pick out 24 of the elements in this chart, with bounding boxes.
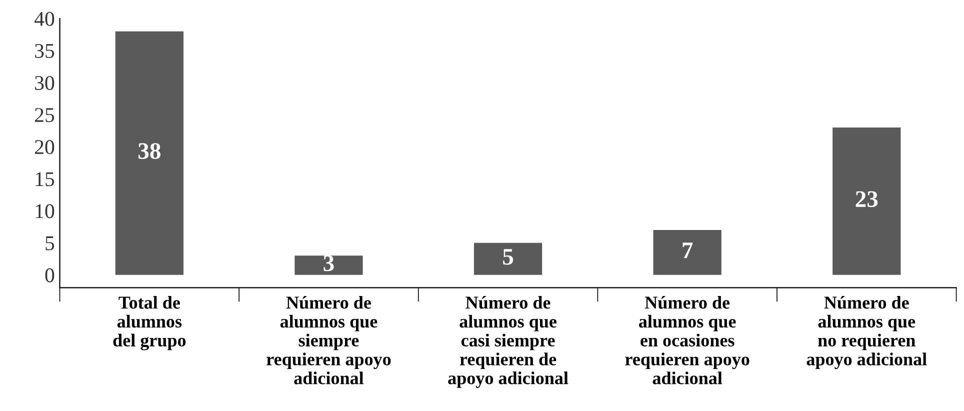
y-tick-label: 20 bbox=[34, 140, 54, 154]
y-tick-label: 10 bbox=[36, 204, 54, 218]
x-tick-label: Número de alumnos que casi siempre requieren de apoyo adicional bbox=[448, 296, 568, 388]
x-tick-label: Número de alumnos que no requieren apoyo adicional bbox=[806, 296, 927, 370]
bar bbox=[115, 31, 184, 275]
bar bbox=[653, 230, 722, 275]
bar bbox=[832, 127, 901, 275]
data-label: 5 bbox=[503, 249, 514, 265]
bar bbox=[294, 256, 363, 275]
y-tick-label: 25 bbox=[34, 108, 54, 122]
x-tick-label: Número de alumnos que en ocasiones requieren apoyo adicional bbox=[625, 296, 750, 384]
y-tick-label: 30 bbox=[35, 76, 54, 90]
y-tick-label: 35 bbox=[35, 44, 54, 58]
data-label: 23 bbox=[856, 191, 878, 208]
bar bbox=[474, 242, 542, 275]
x-tick-label: Número de alumnos que siempre requieren apoyo adicional bbox=[266, 296, 391, 384]
y-tick-label: 5 bbox=[46, 236, 54, 250]
data-label: 7 bbox=[682, 242, 693, 258]
y-tick-label: 0 bbox=[45, 268, 54, 282]
y-tick-label: 15 bbox=[36, 172, 54, 186]
data-label: 3 bbox=[324, 255, 334, 272]
y-tick-label: 40 bbox=[34, 12, 54, 26]
x-tick-label: Total de alumnos del grupo bbox=[113, 296, 186, 350]
data-label: 38 bbox=[138, 143, 160, 160]
